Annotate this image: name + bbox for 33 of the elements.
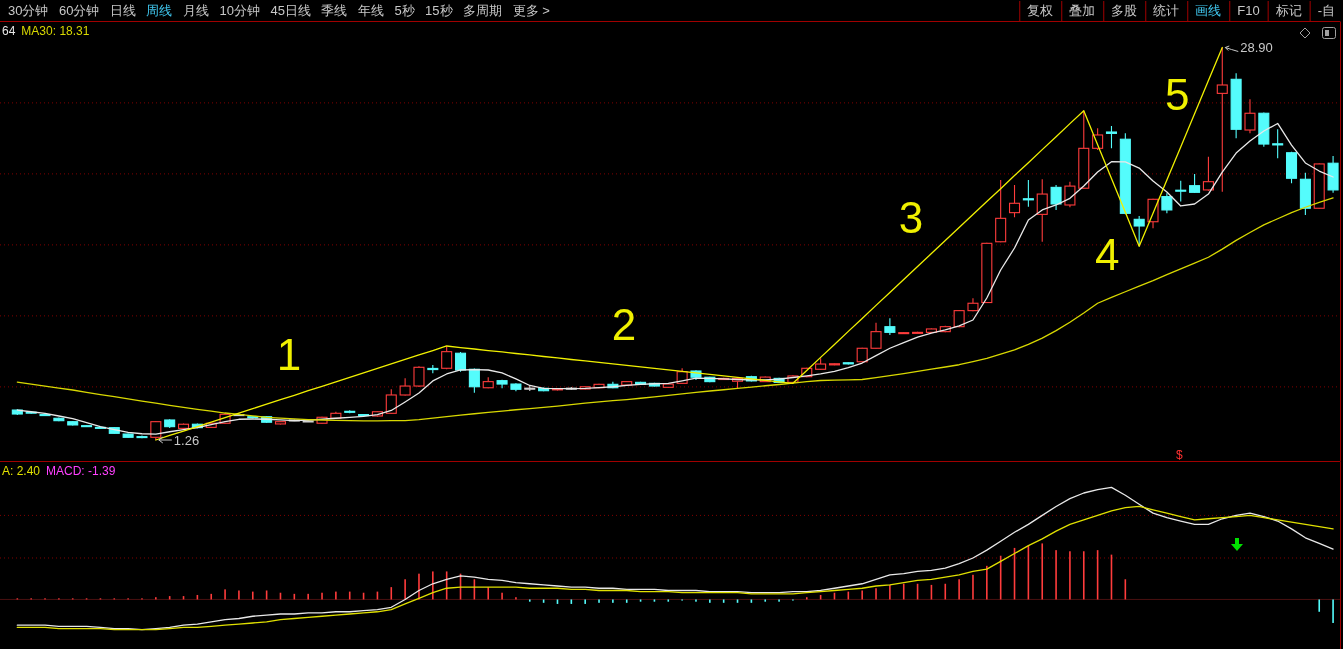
text: 周线 [146,3,173,18]
text: A: 2.40 [2,464,41,478]
text: $ [1176,448,1183,462]
text: 季线 [321,3,348,18]
text: 标记 [1274,3,1302,18]
annotation: 3 [898,193,924,243]
text: 45日线 [270,3,311,18]
text: 多周期 [463,3,503,18]
text: 叠加 [1069,3,1096,18]
text: 15秒 [425,3,453,18]
annotation: 28.90 [1240,40,1273,55]
annotation: 2 [611,300,637,350]
text: 多股 [1111,3,1138,18]
annotation: 5 [1165,70,1190,119]
text: 统计 [1153,3,1180,18]
text: F10 [1237,3,1260,18]
text: -自 [1317,3,1335,18]
text: 日线 [109,3,136,18]
text: 30分钟 [8,3,49,18]
text: 更多 > [512,3,550,18]
text: 60分钟 [58,3,100,18]
text: 5秒 [394,3,415,18]
text: 年线 [357,3,384,18]
text: MA30: 18.31 [21,24,90,38]
text: 10分钟 [219,3,260,18]
annotation: 1.26 [173,432,200,448]
text: 64 [2,24,16,38]
text: 月线 [182,3,209,18]
text: MACD: -1.39 [46,464,116,478]
annotation: 4 [1094,229,1120,279]
text: 画线 [1195,3,1222,18]
annotation: 1 [276,330,302,380]
text: 复权 [1027,3,1054,18]
